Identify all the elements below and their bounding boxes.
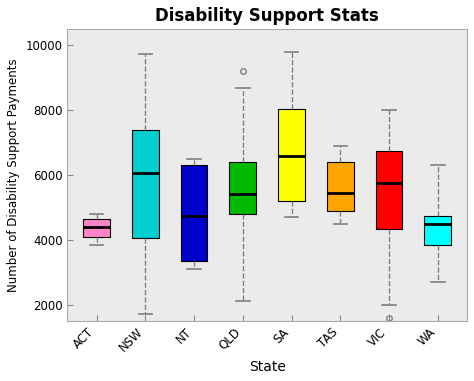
PathPatch shape	[229, 162, 256, 214]
PathPatch shape	[424, 216, 451, 245]
Y-axis label: Number of Disability Support Payments: Number of Disability Support Payments	[7, 58, 20, 292]
PathPatch shape	[376, 151, 402, 229]
X-axis label: State: State	[249, 360, 286, 374]
PathPatch shape	[327, 162, 354, 211]
PathPatch shape	[278, 109, 305, 201]
Title: Disability Support Stats: Disability Support Stats	[155, 7, 379, 25]
PathPatch shape	[181, 165, 208, 261]
PathPatch shape	[132, 130, 159, 238]
PathPatch shape	[83, 219, 110, 237]
